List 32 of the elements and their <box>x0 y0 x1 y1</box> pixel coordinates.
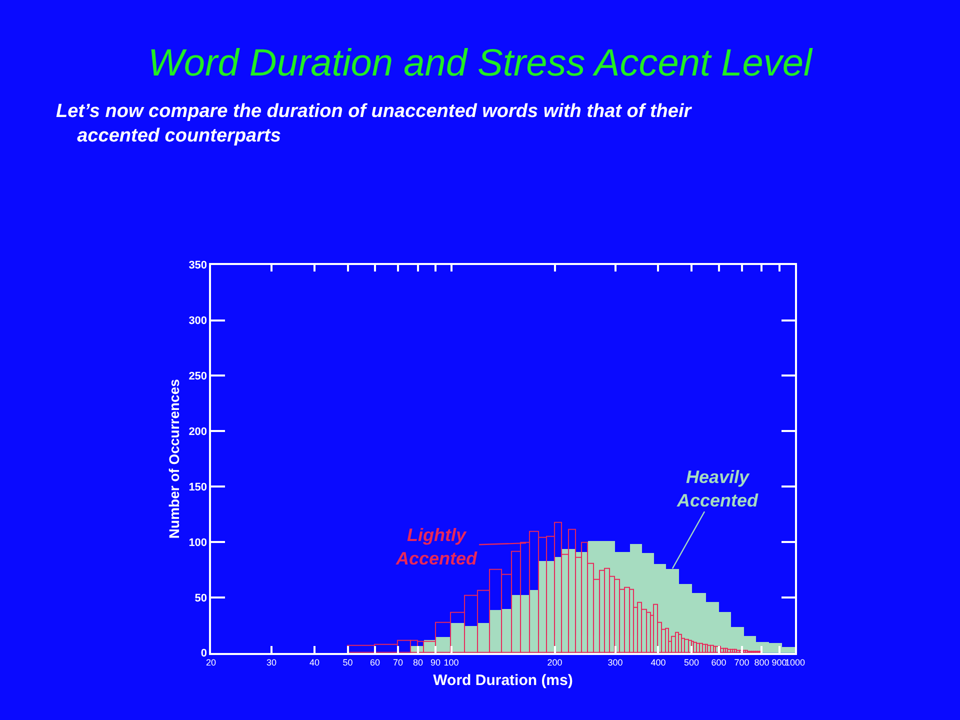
annotation: Lightly Accented <box>395 525 478 568</box>
x-tick-label: 40 <box>309 657 320 668</box>
x-tick-label: 600 <box>711 657 726 668</box>
x-tick-label: 400 <box>650 657 666 668</box>
x-tick-label: 90 <box>430 657 441 668</box>
x-tick-label: 900 <box>772 657 787 668</box>
x-tick-label: 300 <box>608 657 623 668</box>
x-tick-label: 80 <box>412 657 423 668</box>
y-tick-label: 150 <box>188 481 208 494</box>
y-tick-label: 300 <box>188 315 208 328</box>
annotation: Heavily Accented <box>676 467 760 510</box>
y-tick-label: 200 <box>188 426 208 438</box>
y-tick-label: 250 <box>188 370 208 383</box>
x-tick-label: 60 <box>370 657 380 668</box>
y-axis-title: Number of Occurrences <box>166 378 182 539</box>
x-axis-title: Word Duration (ms) <box>433 672 573 689</box>
x-tick-label: 20 <box>206 657 216 668</box>
x-tick-label: 100 <box>444 657 459 668</box>
y-tick-label: 50 <box>194 592 208 604</box>
x-tick-label: 800 <box>754 657 770 668</box>
x-tick-label: 500 <box>684 657 700 668</box>
chart-title: Word Duration and Stress Accent Level <box>148 42 814 84</box>
x-tick-label: 30 <box>266 657 277 668</box>
x-tick-label: 700 <box>734 657 750 668</box>
y-tick-label: 100 <box>188 536 208 549</box>
chart-subtitle: Let’s now compare the duration of unaccented words with that of their accented counterparts <box>56 101 693 147</box>
y-tick-label: 350 <box>188 260 208 272</box>
x-tick-label: 70 <box>393 657 404 668</box>
x-tick-label: 1000 <box>785 657 806 668</box>
y-tick-label: 0 <box>200 648 208 660</box>
x-tick-label: 50 <box>342 657 353 668</box>
x-tick-label: 200 <box>547 657 562 668</box>
